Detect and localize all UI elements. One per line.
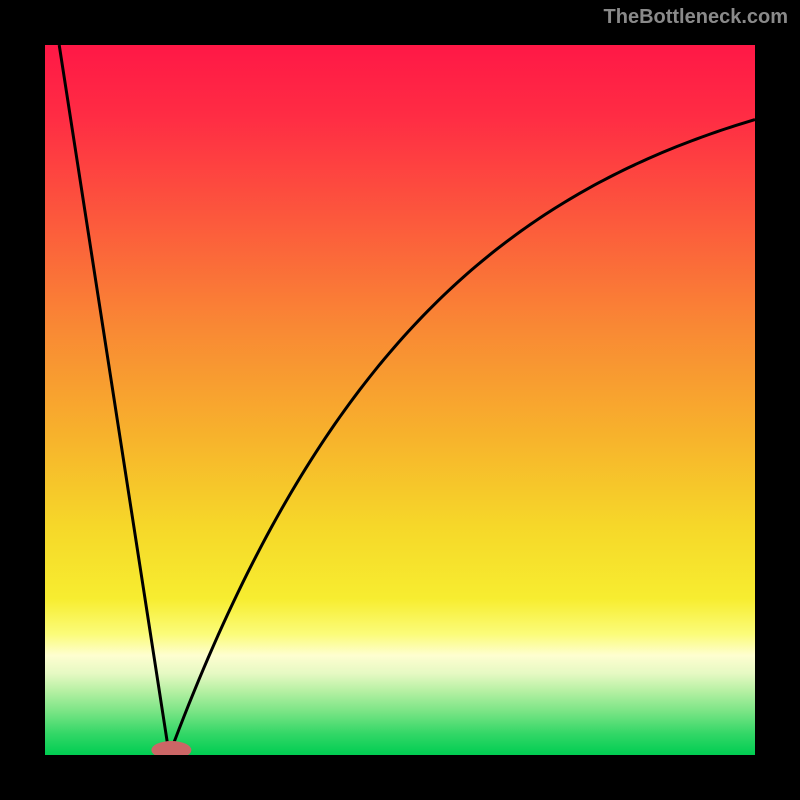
- frame-left: [0, 0, 45, 800]
- frame-bottom: [0, 755, 800, 800]
- chart-svg: [0, 0, 800, 800]
- bottleneck-chart: TheBottleneck.com: [0, 0, 800, 800]
- frame-right: [755, 0, 800, 800]
- watermark-text: TheBottleneck.com: [604, 6, 788, 29]
